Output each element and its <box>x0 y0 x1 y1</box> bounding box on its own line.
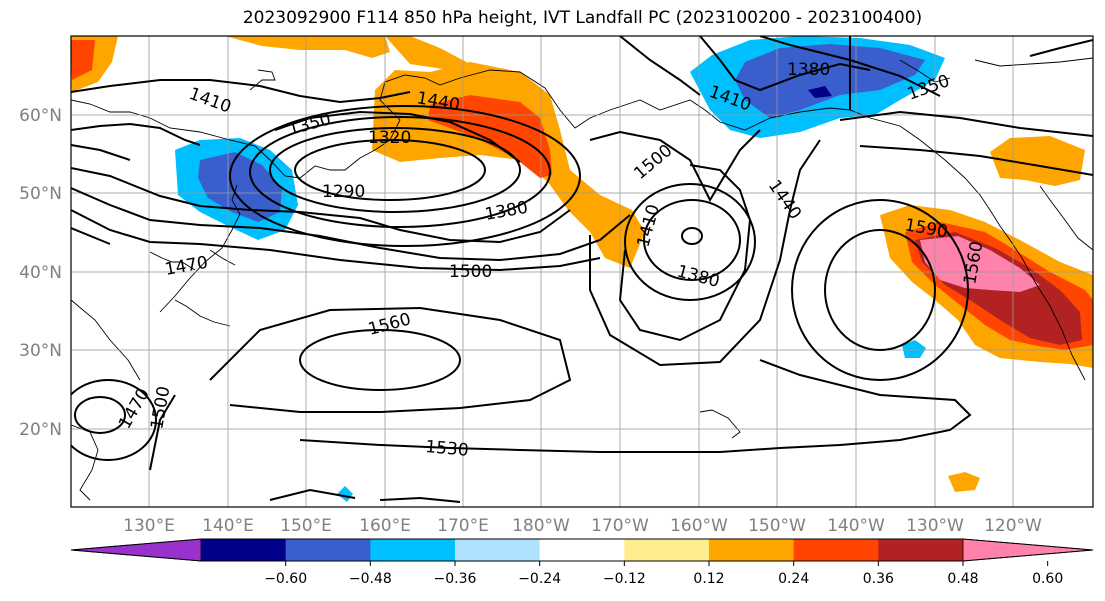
height-contours <box>71 36 1093 503</box>
ivt-shading <box>71 36 1093 502</box>
colorbar-tick-label: −0.12 <box>603 571 646 587</box>
colorbar-segment <box>709 539 795 561</box>
lon-label: 140°W <box>827 516 885 536</box>
colorbar-segment <box>201 539 287 561</box>
map-frame <box>70 35 1094 508</box>
colorbar-tick-label: −0.36 <box>434 571 477 587</box>
longitude-labels: 130°E 140°E 150°E 160°E 170°E 180°W 170°… <box>123 516 1042 536</box>
lon-label: 130°W <box>906 516 964 536</box>
coastlines <box>71 57 1093 501</box>
colorbar-tick-label: −0.60 <box>264 571 307 587</box>
colorbar-segment <box>539 539 625 561</box>
lon-label: 160°W <box>670 516 728 536</box>
contour-label: 1500 <box>449 262 492 282</box>
lat-label: 20°N <box>19 420 62 440</box>
contour-label: 1380 <box>787 60 830 80</box>
latitude-labels: 60°N 50°N 40°N 30°N 20°N <box>19 106 62 440</box>
lat-label: 50°N <box>19 184 62 204</box>
lat-label: 60°N <box>19 106 62 126</box>
lon-label: 140°E <box>202 516 254 536</box>
colorbar-segment <box>878 539 964 561</box>
lon-label: 170°W <box>591 516 649 536</box>
lon-label: 180°W <box>512 516 570 536</box>
map-title: 2023092900 F114 850 hPa height, IVT Land… <box>242 8 923 28</box>
colorbar-outline <box>70 538 1094 562</box>
colorbar-tick-label: 0.24 <box>778 571 809 587</box>
colorbar-segment <box>793 539 879 561</box>
colorbar-tick-label: 0.12 <box>693 571 724 587</box>
colorbar-tick-label: 0.36 <box>863 571 894 587</box>
lon-label: 170°E <box>437 516 489 536</box>
lat-label: 30°N <box>19 341 62 361</box>
contour-label: 1290 <box>322 182 365 202</box>
colorbar-segment <box>370 539 456 561</box>
lon-label: 160°E <box>359 516 411 536</box>
colorbar-extend-low <box>70 538 202 562</box>
contour-label: 1530 <box>425 437 470 461</box>
lat-label: 40°N <box>19 263 62 283</box>
colorbar: −0.60 −0.48 −0.36 −0.24 −0.12 0.12 0.24 0.36 0.4… <box>70 538 1094 587</box>
colorbar-tick-label: −0.24 <box>518 571 561 587</box>
lon-label: 120°W <box>984 516 1042 536</box>
colorbar-tick-label: 0.48 <box>947 571 978 587</box>
lon-label: 150°E <box>280 516 332 536</box>
lon-label: 150°W <box>748 516 806 536</box>
colorbar-segment <box>624 539 710 561</box>
colorbar-tick-label: −0.48 <box>349 571 392 587</box>
lon-label: 130°E <box>123 516 175 536</box>
contour-label: 1320 <box>368 128 411 148</box>
colorbar-segment <box>285 539 371 561</box>
colorbar-segment <box>455 539 541 561</box>
colorbar-tick-label: 0.60 <box>1032 571 1063 587</box>
colorbar-extend-high <box>962 538 1094 562</box>
